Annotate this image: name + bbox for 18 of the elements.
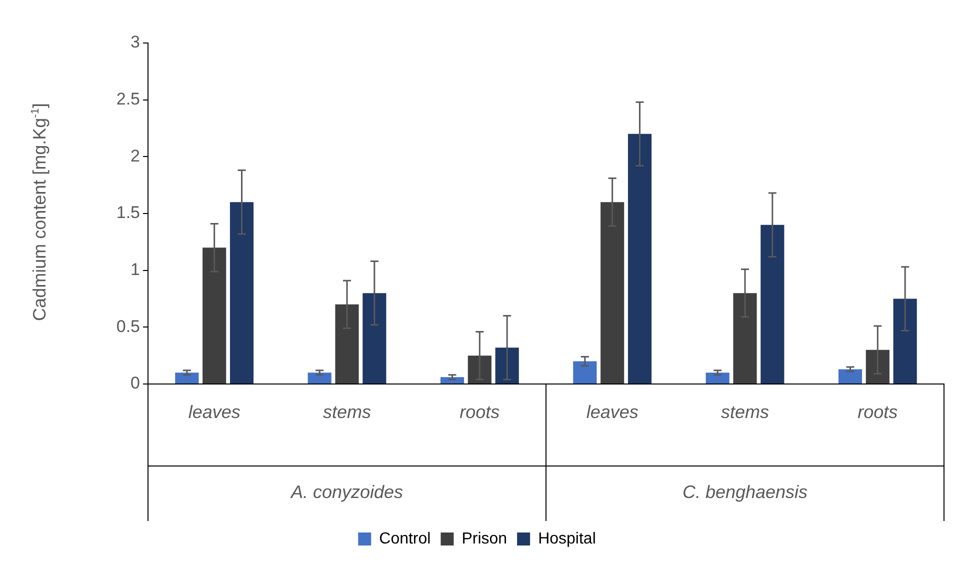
legend-label: Prison — [462, 530, 508, 548]
x-tick-label: stems — [322, 402, 372, 422]
y-tick-label: 0 — [130, 374, 140, 393]
text: C. benghaensis — [682, 482, 808, 502]
legend-label: Control — [379, 530, 431, 548]
y-tick-label: 2.5 — [116, 90, 140, 109]
y-tick-label: 3 — [130, 32, 140, 52]
x-tick-label: roots — [460, 402, 500, 422]
x-tick-label: leaves — [586, 402, 638, 422]
y-tick-label: 2 — [130, 146, 140, 166]
y-tick-label: 1.5 — [116, 203, 140, 222]
x-tick-label: roots — [858, 402, 898, 422]
x-tick-label: stems — [720, 402, 770, 422]
x-tick-label: leaves — [188, 402, 240, 422]
y-tick-label: 1 — [130, 260, 140, 280]
y-tick-label: 0.5 — [116, 316, 140, 336]
legend-label: Hospital — [538, 530, 596, 548]
text: A. conyzoides — [290, 482, 404, 502]
